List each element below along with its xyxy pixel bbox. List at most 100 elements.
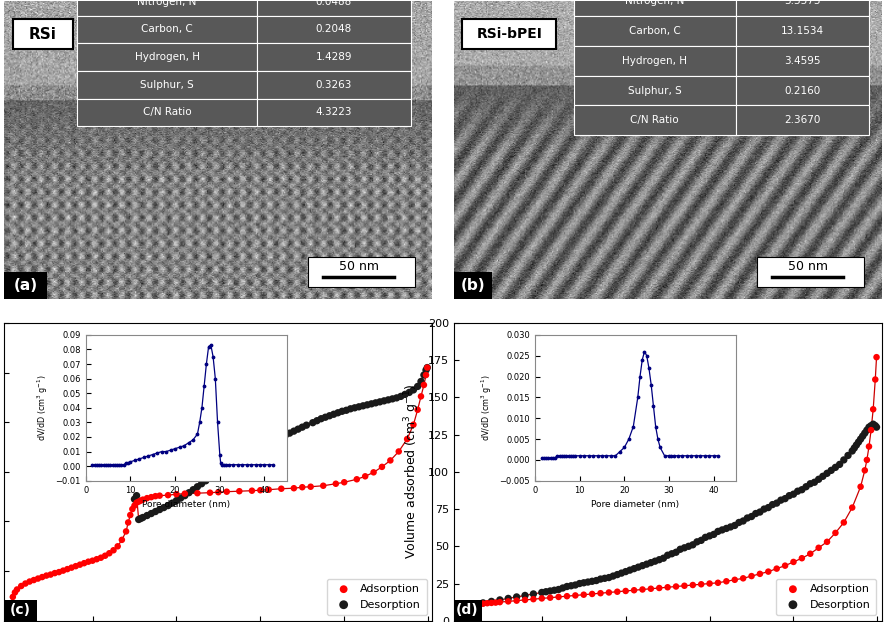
Desorption [807, 477, 821, 487]
Text: Nitrogen, N: Nitrogen, N [626, 0, 685, 6]
Desorption [770, 498, 784, 508]
Desorption [509, 592, 524, 602]
Adsorption [686, 580, 700, 590]
Desorption [833, 460, 847, 470]
Adsorption [232, 486, 246, 496]
Adsorption [610, 587, 625, 596]
Desorption [816, 471, 830, 481]
Bar [758, 258, 865, 287]
Adsorption [35, 572, 50, 582]
Desorption [129, 491, 144, 501]
Bar [736, 106, 869, 135]
Desorption [564, 581, 579, 591]
Text: 0.2048: 0.2048 [315, 24, 352, 34]
Adsorption [862, 442, 876, 452]
Adsorption [56, 565, 70, 575]
Bar [736, 16, 869, 46]
Desorption [841, 450, 855, 460]
Desorption [581, 577, 595, 587]
Desorption [753, 507, 767, 517]
Text: 50 nm: 50 nm [788, 260, 828, 273]
Desorption [744, 511, 758, 521]
Adsorption [543, 593, 557, 603]
Desorption [856, 431, 870, 441]
Adsorption [602, 588, 616, 598]
Desorption [757, 504, 771, 514]
Desorption [339, 406, 354, 415]
Text: Sulphur, S: Sulphur, S [628, 86, 681, 96]
Adsorption [203, 488, 217, 498]
Desorption [740, 513, 754, 523]
Bar [77, 99, 257, 126]
Text: Sulphur, S: Sulphur, S [140, 80, 194, 90]
Desorption [790, 486, 804, 496]
Desorption [136, 513, 150, 522]
Desorption [539, 587, 553, 596]
Adsorption [73, 560, 87, 570]
Desorption [190, 482, 205, 492]
Desorption [631, 562, 645, 572]
Desorption [261, 438, 276, 448]
Desorption [373, 397, 387, 407]
Desorption [715, 525, 729, 535]
Text: 0.3263: 0.3263 [315, 80, 352, 90]
Desorption [698, 532, 712, 542]
Adsorption [367, 467, 381, 477]
Desorption [274, 432, 288, 442]
Desorption [169, 496, 183, 506]
Adsorption [493, 597, 507, 607]
Adsorption [77, 558, 91, 568]
Text: (b): (b) [461, 278, 486, 293]
Desorption [736, 516, 750, 526]
Desorption [419, 365, 433, 375]
Desorption [782, 491, 797, 501]
Adsorption [39, 570, 53, 580]
Bar [77, 0, 257, 16]
Desorption [258, 440, 272, 450]
Desorption [719, 524, 734, 534]
Adsorption [60, 564, 74, 574]
Adsorption [518, 595, 532, 605]
Adsorption [560, 591, 574, 601]
Bar [573, 106, 736, 135]
Desorption [606, 571, 620, 581]
Bar [257, 71, 411, 99]
Desorption [749, 509, 763, 519]
Adsorption [5, 592, 19, 602]
Adsorption [43, 570, 58, 580]
Desorption [526, 589, 540, 599]
Desorption [414, 376, 428, 386]
Desorption [278, 430, 292, 440]
Desorption [253, 442, 268, 452]
Adsorption [480, 598, 494, 608]
Adsorption [123, 510, 137, 520]
Desorption [560, 582, 574, 592]
Desorption [420, 363, 434, 373]
Adsorption [868, 374, 882, 384]
Desorption [186, 485, 200, 494]
Desorption [862, 422, 876, 432]
Text: (c): (c) [10, 603, 31, 617]
Text: RSi: RSi [29, 27, 57, 42]
Desorption [295, 422, 309, 432]
Desorption [623, 565, 637, 575]
Desorption [335, 406, 349, 416]
Adsorption [407, 420, 421, 430]
Bar [257, 44, 411, 71]
Bar [573, 16, 736, 46]
Text: Nitrogen, N: Nitrogen, N [137, 0, 197, 7]
Desorption [572, 578, 587, 588]
Desorption [610, 570, 625, 580]
Adsorption [295, 482, 309, 492]
Bar [4, 600, 36, 621]
Desorption [318, 412, 332, 422]
Desorption [635, 560, 649, 570]
Adsorption [812, 543, 826, 553]
Adsorption [509, 596, 524, 606]
Desorption [195, 479, 209, 489]
Adsorption [316, 481, 330, 491]
Desorption [410, 381, 424, 391]
Desorption [245, 446, 259, 456]
Adsorption [869, 352, 883, 362]
Adsorption [140, 493, 154, 503]
